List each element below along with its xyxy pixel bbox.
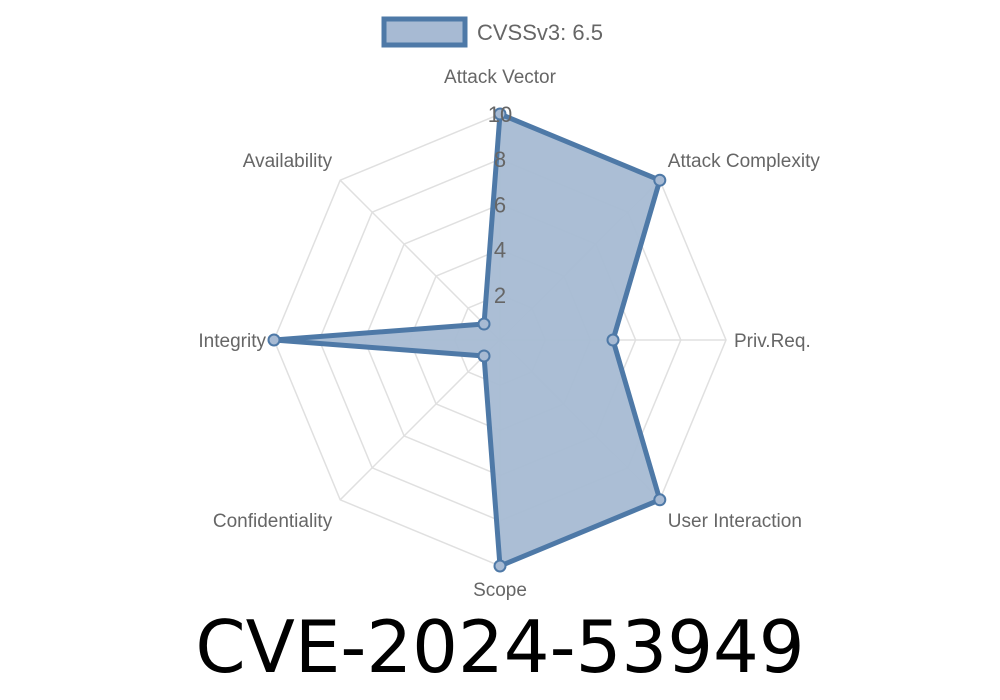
tick-label: 2 (494, 283, 506, 308)
axis-label: User Interaction (668, 511, 802, 532)
tick-label: 6 (494, 192, 506, 217)
axis-label: Attack Complexity (668, 151, 821, 172)
data-point (477, 349, 491, 363)
grid-spoke (339, 339, 501, 501)
data-point (653, 493, 667, 507)
grid-spoke (339, 179, 501, 341)
data-point (477, 317, 491, 331)
data-point (493, 559, 507, 573)
legend-swatch (381, 16, 468, 48)
series-area (271, 111, 663, 569)
data-point (653, 173, 667, 187)
tick-label: 10 (488, 102, 512, 127)
chart-title: CVE-2024-53949 (195, 605, 805, 689)
tick-label: 8 (494, 147, 506, 172)
axis-label: Integrity (198, 331, 266, 352)
axis-label: Scope (473, 580, 527, 601)
axis-label: Availability (243, 151, 333, 172)
data-point (267, 333, 281, 347)
data-point (493, 107, 507, 121)
axis-label: Confidentiality (213, 511, 333, 532)
legend-label: CVSSv3: 6.5 (477, 20, 603, 45)
axis-label: Priv.Req. (734, 331, 811, 352)
data-point (606, 333, 620, 347)
tick-label: 4 (494, 238, 506, 263)
axis-label: Attack Vector (444, 67, 557, 88)
